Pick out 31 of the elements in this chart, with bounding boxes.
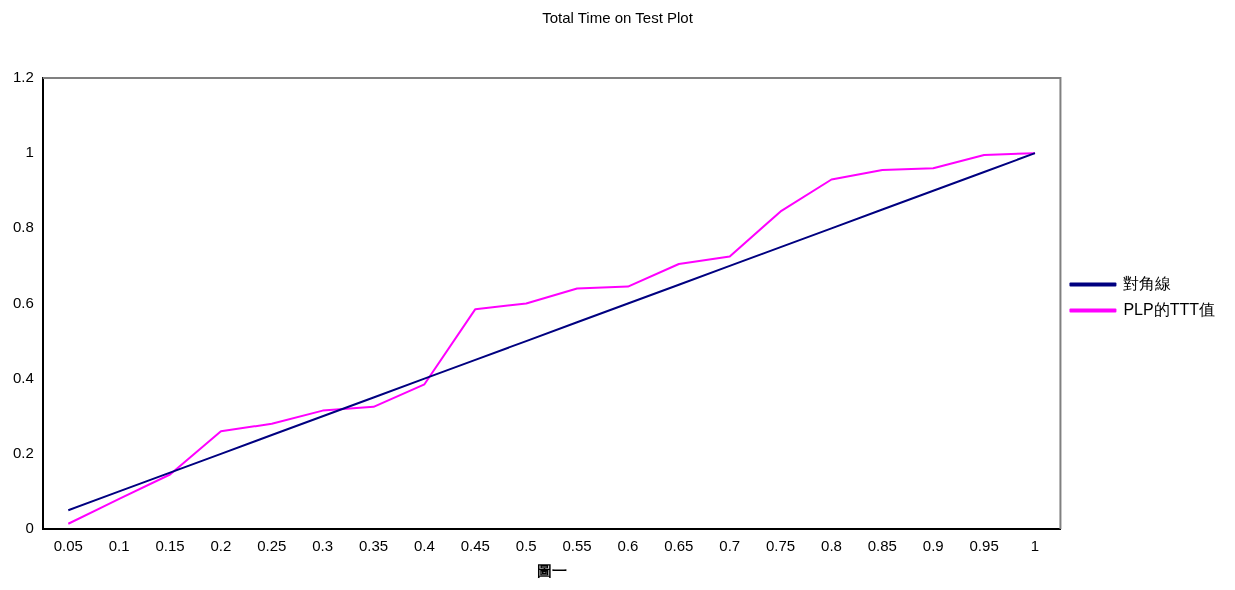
x-tick-label: 0.25 (257, 537, 287, 555)
x-tick-label: 0.1 (108, 537, 130, 555)
y-tick-label: 1 (25, 143, 34, 161)
x-tick-label: 0.2 (210, 537, 232, 555)
x-tick-label: 0.4 (414, 537, 435, 555)
x-axis-title: 圖一 (536, 562, 567, 580)
x-tick-label: 0.35 (358, 537, 389, 555)
y-tick-label: 0.4 (12, 368, 34, 386)
y-tick-label: 0.8 (12, 218, 34, 236)
x-tick-label: 0.95 (969, 537, 999, 555)
x-tick-label: 1 (1030, 537, 1040, 555)
x-tick-label: 0.85 (867, 537, 897, 555)
y-tick-label: 1.2 (12, 68, 34, 86)
y-tick-label: 0.6 (12, 293, 34, 311)
x-tick-label: 0.7 (719, 537, 741, 555)
x-tick-label: 0.8 (821, 537, 842, 555)
x-tick-label: 0.65 (664, 537, 694, 555)
x-tick-label: 0.15 (155, 537, 185, 555)
x-tick-label: 0.9 (922, 537, 944, 555)
y-tick-label: 0.2 (12, 443, 34, 461)
x-tick-label: 0.45 (460, 537, 490, 555)
x-tick-label: 0.75 (766, 537, 796, 555)
legend-label: 對角線 (1123, 274, 1172, 292)
x-tick-label: 0.3 (312, 537, 334, 555)
x-tick-label: 0.05 (53, 537, 83, 555)
x-tick-label: 0.5 (515, 537, 537, 555)
legend-label: PLP的TTT值 (1123, 300, 1215, 318)
chart-title: Total Time on Test Plot (542, 9, 694, 27)
x-tick-label: 0.55 (562, 537, 592, 555)
x-tick-label: 0.6 (617, 537, 639, 555)
y-tick-label: 0 (25, 519, 34, 537)
